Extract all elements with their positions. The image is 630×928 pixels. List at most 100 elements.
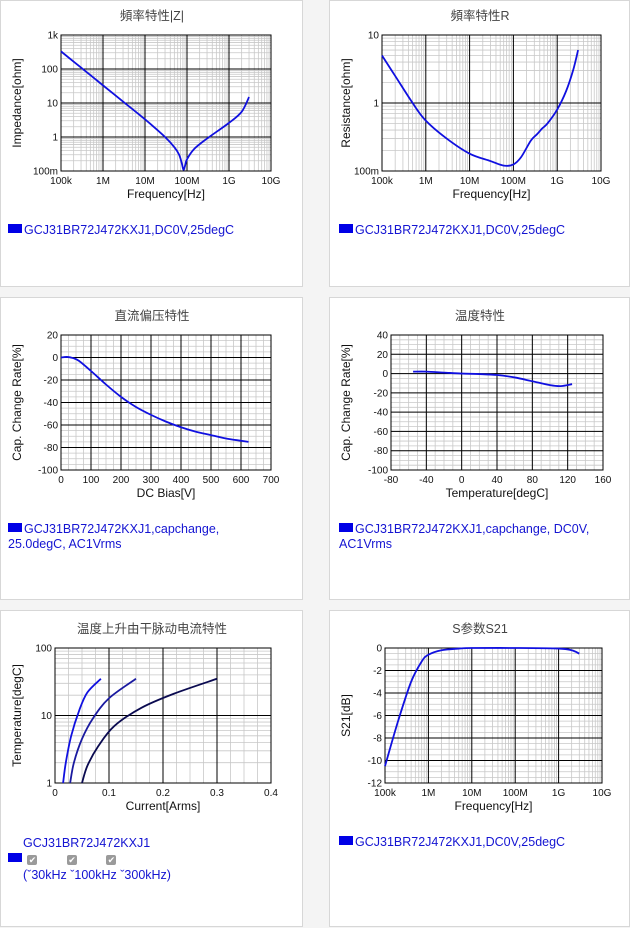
y-tick-label: -20 (44, 376, 59, 387)
x-axis-label: Frequency[Hz] (127, 187, 205, 201)
plot-area (384, 647, 603, 784)
checkbox-30khz[interactable]: ✔ (27, 855, 38, 865)
x-tick-label: 100 (83, 475, 100, 486)
legend-s21: GCJ31BR72J472KXJ1,DC0V,25degC (339, 835, 565, 850)
y-tick-label: 100 (35, 644, 52, 655)
legend-label: GCJ31BR72J472KXJ1,capchange, 25.0degC, A… (8, 522, 220, 551)
plot-area (390, 334, 604, 471)
y-tick-label: -6 (373, 711, 382, 722)
legend-swatch (8, 853, 22, 862)
x-tick-label: -40 (419, 475, 434, 486)
x-tick-label: 100k (50, 176, 73, 187)
y-tick-label: 40 (377, 331, 389, 342)
y-tick-label: 1 (373, 99, 379, 110)
x-tick-label: -80 (384, 475, 399, 486)
chart-title: 頻率特性|Z| (120, 8, 184, 23)
legend-swatch (339, 224, 353, 233)
y-tick-label: -12 (368, 779, 383, 790)
impedance-chart: 100k 1M 10M 100M 1G 10G 100m 1 10 100 1k 頻率特性|Z| Fre… (10, 8, 281, 201)
y-axis-label: S21[dB] (339, 694, 353, 737)
y-axis-label: Cap. Change Rate[%] (339, 344, 353, 461)
chart-title: 温度特性 (455, 308, 505, 323)
checkbox-100khz[interactable]: ✔ (66, 855, 77, 865)
y-axis-label: Temperature[degC] (10, 664, 24, 767)
y-tick-label: 100m (33, 167, 58, 178)
checkbox-300khz[interactable]: ✔ (106, 855, 117, 865)
x-tick-label: 100k (371, 176, 394, 187)
x-axis-label: Current[Arms] (126, 799, 201, 813)
y-tick-label: 0 (382, 369, 388, 380)
x-tick-label: 80 (527, 475, 539, 486)
series-line-1 (381, 49, 579, 167)
legend-label: GCJ31BR72J472KXJ1,capchange, DC0V, AC1Vr… (339, 522, 590, 551)
legend-freqs: (ˇ30kHz ˇ100kHz ˇ300kHz) (23, 868, 171, 882)
x-tick-label: 0.3 (210, 788, 224, 799)
series-line-1 (413, 370, 573, 388)
plot-frame (60, 334, 272, 471)
legend-swatch (8, 224, 22, 233)
x-tick-label: 500 (203, 475, 220, 486)
panel-impedance: 100k 1M 10M 100M 1G 10G 100m 1 10 100 1k 頻率特性|Z| Fre… (0, 0, 303, 287)
x-tick-label: 1G (551, 176, 565, 187)
series-line-1 (60, 356, 249, 443)
x-tick-label: 40 (491, 475, 503, 486)
legend-label: GCJ31BR72J472KXJ1 (23, 836, 151, 850)
x-tick-label: 1G (552, 788, 566, 799)
chart-title: 直流偏压特性 (114, 308, 189, 323)
x-tick-label: 600 (233, 475, 250, 486)
chart-title: 温度上升由干脉动电流特性 (77, 621, 227, 636)
panel-resistance: 100k 1M 10M 100M 1G 10G 100m 1 10 頻率特性R Frequency[… (329, 0, 630, 287)
y-axis-label: Resistance[ohm] (339, 58, 353, 147)
x-tick-label: 100M (501, 176, 526, 187)
y-tick-label: 1 (52, 133, 58, 144)
legend-swatch (8, 523, 22, 532)
x-tick-label: 10G (593, 788, 612, 799)
temperature-chart: -80 -40 0 40 80 120 160-100-80-60-40-2002040温度… (339, 308, 612, 500)
x-tick-label: 1M (419, 176, 433, 187)
x-tick-label: 100k (374, 788, 397, 799)
y-tick-label: -100 (368, 466, 388, 477)
y-tick-label: 10 (41, 711, 53, 722)
x-tick-label: 10G (262, 176, 281, 187)
series-line-1 (60, 50, 250, 171)
resistance-chart: 100k 1M 10M 100M 1G 10G 100m 1 10 頻率特性R Frequency[… (339, 8, 611, 201)
legend-impedance: GCJ31BR72J472KXJ1,DC0V,25degC (8, 223, 234, 238)
chart-title: 頻率特性R (450, 8, 509, 23)
x-axis-label: Temperature[degC] (446, 486, 549, 500)
y-tick-label: -80 (374, 446, 389, 457)
y-tick-label: -10 (368, 756, 383, 767)
series-line-1 (384, 647, 580, 767)
legend-label: GCJ31BR72J472KXJ1,DC0V,25degC (24, 223, 235, 237)
y-tick-label: -20 (374, 388, 389, 399)
plot-area (54, 647, 272, 784)
x-axis-label: Frequency[Hz] (452, 187, 530, 201)
y-tick-label: 100m (354, 167, 379, 178)
x-tick-label: 0 (52, 788, 58, 799)
legend-label: GCJ31BR72J472KXJ1,DC0V,25degC (355, 835, 566, 849)
plot-frame (390, 334, 604, 471)
x-tick-label: 200 (113, 475, 130, 486)
y-tick-label: -60 (374, 427, 389, 438)
legend-temperature: GCJ31BR72J472KXJ1,capchange, DC0V, AC1Vr… (339, 522, 589, 552)
x-axis-label: DC Bias[V] (137, 486, 196, 500)
y-tick-label: -40 (44, 398, 59, 409)
y-tick-label: 10 (47, 99, 59, 110)
y-tick-label: -2 (373, 666, 382, 677)
x-tick-label: 400 (173, 475, 190, 486)
y-axis-label: Impedance[ohm] (10, 58, 24, 147)
x-tick-label: 100M (174, 176, 199, 187)
plot-frame (381, 34, 602, 172)
panel-s21: 100k 1M 10M 100M 1G 10G -12 -10 -8 -6 -4 -2 0 S参数S21 F… (329, 610, 630, 927)
x-tick-label: 0.1 (102, 788, 116, 799)
series-line-30kHz (62, 678, 102, 784)
legend-resistance: GCJ31BR72J472KXJ1,DC0V,25degC (339, 223, 565, 238)
series-line-300kHz (81, 677, 218, 784)
x-tick-label: 0.4 (264, 788, 278, 799)
x-tick-label: 10M (135, 176, 154, 187)
series-line-100kHz (69, 678, 137, 784)
x-tick-label: 0.2 (156, 788, 170, 799)
plot-frame (54, 647, 272, 784)
s21-chart: 100k 1M 10M 100M 1G 10G -12 -10 -8 -6 -4 -2 0 S参数S21 F… (339, 621, 612, 813)
y-tick-label: 20 (47, 331, 59, 342)
legend-swatch (339, 523, 353, 532)
